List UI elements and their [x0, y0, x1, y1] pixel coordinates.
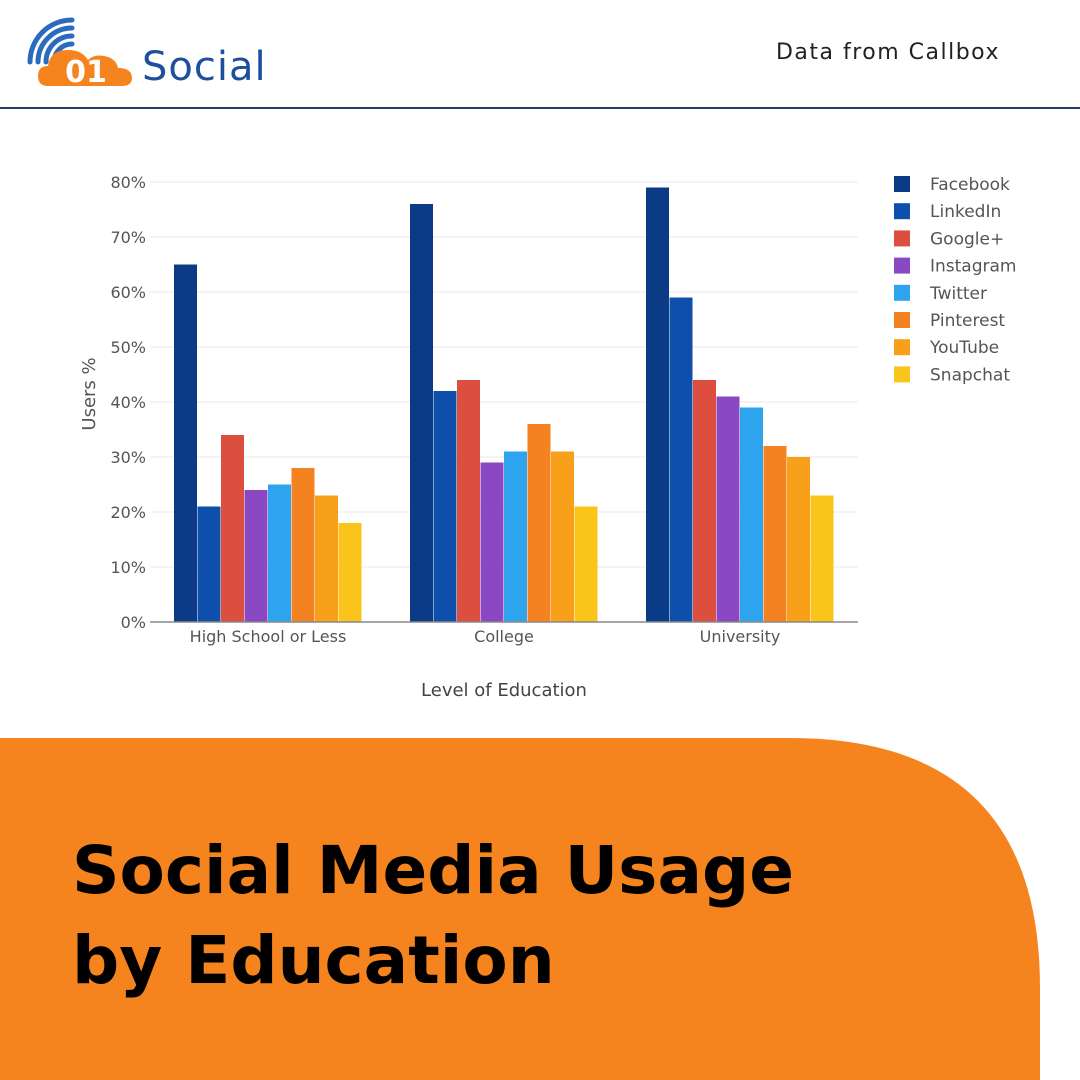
bar-linkedin-1 — [197, 506, 221, 622]
bar-facebook-1 — [174, 264, 197, 622]
legend-label: YouTube — [929, 338, 999, 358]
legend: Facebook LinkedIn Google+ Instagram Twitter P… — [894, 175, 1017, 385]
y-tick-label: 10% — [110, 558, 146, 577]
header: 01 Social Data from Callbox — [0, 0, 1080, 110]
bar-pinterest-1 — [291, 468, 315, 622]
bar-instagram-1 — [244, 490, 268, 622]
bar-google-2 — [457, 380, 480, 622]
bar-instagram-2 — [480, 462, 504, 622]
x-tick-label: High School or Less — [190, 627, 347, 646]
logo-number: 01 — [65, 55, 107, 90]
y-tick-label: 0% — [121, 613, 146, 632]
legend-label: Google+ — [930, 229, 1004, 249]
y-tick-label: 30% — [110, 448, 146, 467]
source-note: Data from Callbox — [775, 40, 1000, 65]
legend-swatch — [894, 366, 910, 383]
bar-youtube-3 — [787, 457, 810, 622]
y-tick-label: 60% — [110, 283, 146, 302]
page-title-line-2: by Education — [72, 922, 555, 999]
bar-google-3 — [693, 380, 716, 622]
y-axis: 0% 10% 20% 30% 40% 50% 60% 70% 80% — [110, 173, 146, 632]
bar-linkedin-3 — [669, 297, 693, 622]
cloud-icon — [38, 50, 132, 86]
legend-label: Facebook — [930, 175, 1010, 195]
bar-pinterest-3 — [763, 446, 787, 622]
x-axis: High School or Less College University — [150, 621, 858, 646]
bars — [174, 187, 834, 622]
header-divider — [0, 107, 1080, 109]
legend-swatch — [894, 339, 910, 356]
legend-swatch — [894, 257, 910, 274]
brand-logo: 01 — [27, 17, 132, 90]
bar-youtube-1 — [315, 495, 338, 622]
bar-google-1 — [221, 435, 244, 622]
y-tick-label: 80% — [110, 173, 146, 192]
y-axis-label: Users % — [79, 357, 100, 430]
y-tick-label: 20% — [110, 503, 146, 522]
bar-snapchat-2 — [574, 506, 598, 622]
bar-twitter-2 — [504, 451, 527, 622]
legend-swatch — [894, 203, 910, 220]
bar-snapchat-3 — [810, 495, 834, 622]
bar-chart: 0% 10% 20% 30% 40% 50% 60% 70% 80% High School o… — [79, 173, 1017, 701]
bar-facebook-2 — [410, 204, 433, 622]
bar-facebook-3 — [646, 187, 669, 622]
legend-label: Instagram — [930, 257, 1017, 277]
x-tick-label: University — [700, 627, 781, 646]
x-axis-label: Level of Education — [421, 680, 587, 701]
title-banner — [0, 738, 1040, 1080]
bar-snapchat-1 — [338, 523, 362, 622]
page-title: Social Media Usage by Education — [72, 826, 972, 1006]
legend-label: Snapchat — [930, 365, 1010, 385]
legend-swatch — [894, 230, 910, 247]
legend-label: LinkedIn — [930, 202, 1001, 222]
y-tick-label: 70% — [110, 228, 146, 247]
logo-wordmark: Social — [142, 44, 267, 90]
bar-youtube-2 — [551, 451, 574, 622]
bar-instagram-3 — [716, 396, 740, 622]
bar-twitter-3 — [740, 407, 763, 622]
legend-swatch — [894, 312, 910, 328]
y-tick-label: 50% — [110, 338, 146, 357]
legend-label: Pinterest — [930, 311, 1005, 331]
legend-swatch — [894, 176, 910, 192]
legend-label: Twitter — [929, 284, 987, 304]
page-title-line-1: Social Media Usage — [72, 832, 795, 909]
y-tick-label: 40% — [110, 393, 146, 412]
bar-pinterest-2 — [527, 424, 551, 622]
bar-twitter-1 — [268, 484, 291, 622]
bar-linkedin-2 — [433, 391, 457, 622]
x-tick-label: College — [474, 627, 534, 646]
legend-swatch — [894, 284, 910, 301]
chart-area: 0% 10% 20% 30% 40% 50% 60% 70% 80% High School o… — [0, 110, 1080, 730]
